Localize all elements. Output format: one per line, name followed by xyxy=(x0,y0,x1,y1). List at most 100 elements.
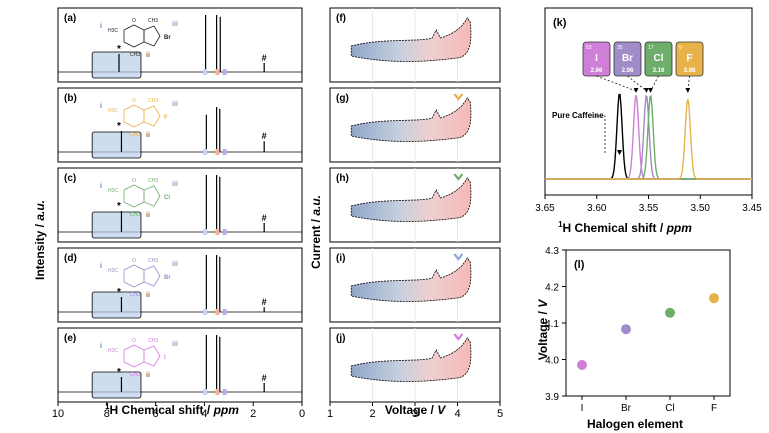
k-x-tick-label: 3.65 xyxy=(535,203,555,214)
l-x-tick-label: Br xyxy=(621,403,632,414)
pyrimidine-ring xyxy=(123,24,145,48)
element-number: 9 xyxy=(679,45,682,51)
proton-iii-label: iii xyxy=(172,181,178,188)
l-y-tick-label: 4.2 xyxy=(545,283,559,294)
peak-marker xyxy=(203,389,208,395)
methyl-label: H3C xyxy=(108,188,118,194)
nmr-panel-frame xyxy=(57,7,303,83)
nmr-x-tick-label: 8 xyxy=(104,408,110,420)
arrowhead-icon xyxy=(617,149,622,156)
element-symbol: I xyxy=(595,53,598,64)
methyl-label: CH3 xyxy=(130,212,140,218)
oxygen-label: O xyxy=(132,338,136,344)
aromatic-highlight-box xyxy=(91,211,142,239)
halogen-substituent: I xyxy=(164,355,166,361)
oxygen-label: O xyxy=(132,178,136,184)
cv-loop xyxy=(350,337,472,382)
imidazole-ring xyxy=(143,185,161,207)
cv-panel-label: (i) xyxy=(336,253,345,264)
k-frame xyxy=(544,7,753,196)
element-number: 35 xyxy=(617,45,623,51)
halogen-substituent: Br xyxy=(164,275,171,281)
k-xlabel: 1H Chemical shift / ppm xyxy=(558,220,692,235)
oxidation-marker-icon xyxy=(453,93,464,101)
aromatic-highlight-box xyxy=(91,51,142,79)
proton-i-label: i xyxy=(100,103,102,110)
aromatic-star: * xyxy=(117,121,121,132)
methyl-label: H3C xyxy=(108,28,118,34)
proton-iii-label: iii xyxy=(172,261,178,268)
proton-ii-label: ii xyxy=(146,292,150,299)
oxidation-marker-icon xyxy=(453,173,464,181)
solvent-hash: # xyxy=(262,131,267,141)
l-x-tick-label: Cl xyxy=(665,403,674,414)
solvent-hash: # xyxy=(262,213,267,223)
proton-iii-label: iii xyxy=(172,21,178,28)
proton-ii-label: ii xyxy=(146,132,150,139)
solvent-hash: # xyxy=(262,297,267,307)
imidazole-ring xyxy=(143,345,161,367)
methyl-label: H3C xyxy=(108,348,118,354)
peak-marker xyxy=(215,69,220,75)
aromatic-star: * xyxy=(117,201,121,212)
electronegativity-value: 3.16 xyxy=(653,68,665,74)
l-y-tick-label: 3.9 xyxy=(545,392,559,403)
nmr-panel-frame xyxy=(57,167,303,243)
element-symbol: F xyxy=(686,53,692,64)
l-x-tick-label: F xyxy=(711,403,717,414)
cv-panel-label: (h) xyxy=(336,173,349,184)
oxidation-marker-icon xyxy=(453,253,464,261)
electronegativity-value: 2.96 xyxy=(622,68,634,74)
aromatic-star: * xyxy=(117,287,121,298)
cv-x-tick-label: 5 xyxy=(497,408,503,420)
proton-i-label: i xyxy=(100,183,102,190)
cv-x-tick-label: 1 xyxy=(327,408,333,420)
halogen-substituent: F xyxy=(164,115,168,121)
cv-stack-chart: (f) (g) (h) (i) (j) 1 2 3 4 5 xyxy=(327,7,503,420)
voltage-scatter-chart: (l) 3.9 4.0 4.1 4.2 4.3 I Br Cl F xyxy=(545,246,731,414)
pyrimidine-ring xyxy=(123,184,145,208)
nmr-panel-label: (b) xyxy=(64,93,77,104)
oxygen-label: O xyxy=(132,98,136,104)
l-data-point xyxy=(665,307,675,318)
proton-i-label: i xyxy=(100,263,102,270)
l-data-point xyxy=(621,324,631,335)
k-x-tick-label: 3.45 xyxy=(742,203,762,214)
element-symbol: Br xyxy=(622,53,633,64)
aromatic-star: * xyxy=(117,44,121,55)
element-number: 53 xyxy=(586,45,592,51)
arrowhead-icon xyxy=(644,87,649,93)
arrowhead-icon xyxy=(685,87,691,93)
nmr-panel-label: (d) xyxy=(64,253,77,264)
nmr-panel-label: (a) xyxy=(64,13,76,24)
aromatic-highlight-box xyxy=(91,291,142,319)
arrowhead-icon xyxy=(633,87,639,93)
l-x-tick-label: I xyxy=(581,403,584,414)
proton-iii-label: iii xyxy=(172,101,178,108)
pyrimidine-ring xyxy=(123,104,145,128)
methyl-label: CH3 xyxy=(148,18,158,24)
cv-ylabel: Current / a.u. xyxy=(309,195,323,269)
electronegativity-value: 2.66 xyxy=(591,68,603,74)
cv-loop xyxy=(350,97,472,142)
methyl-label: CH3 xyxy=(148,178,158,184)
methyl-label: CH3 xyxy=(130,372,140,378)
methyl-label: CH3 xyxy=(148,98,158,104)
aromatic-highlight-box xyxy=(91,131,142,159)
cv-xlabel: Voltage / V xyxy=(385,403,446,417)
peak-marker xyxy=(222,389,227,395)
peak-marker xyxy=(203,309,208,315)
k-spectrum-line xyxy=(545,98,752,180)
tile-leader-line xyxy=(627,75,647,92)
peak-marker xyxy=(203,69,208,75)
aromatic-star: * xyxy=(117,367,121,378)
pure-caffeine-leader xyxy=(596,115,606,155)
imidazole-ring xyxy=(143,265,161,287)
peak-marker xyxy=(215,389,220,395)
cv-panel-label: (f) xyxy=(336,13,346,24)
tile-leader-line xyxy=(650,75,659,92)
electronegativity-value: 3.98 xyxy=(684,68,696,74)
halogen-substituent: Cl xyxy=(164,195,170,201)
